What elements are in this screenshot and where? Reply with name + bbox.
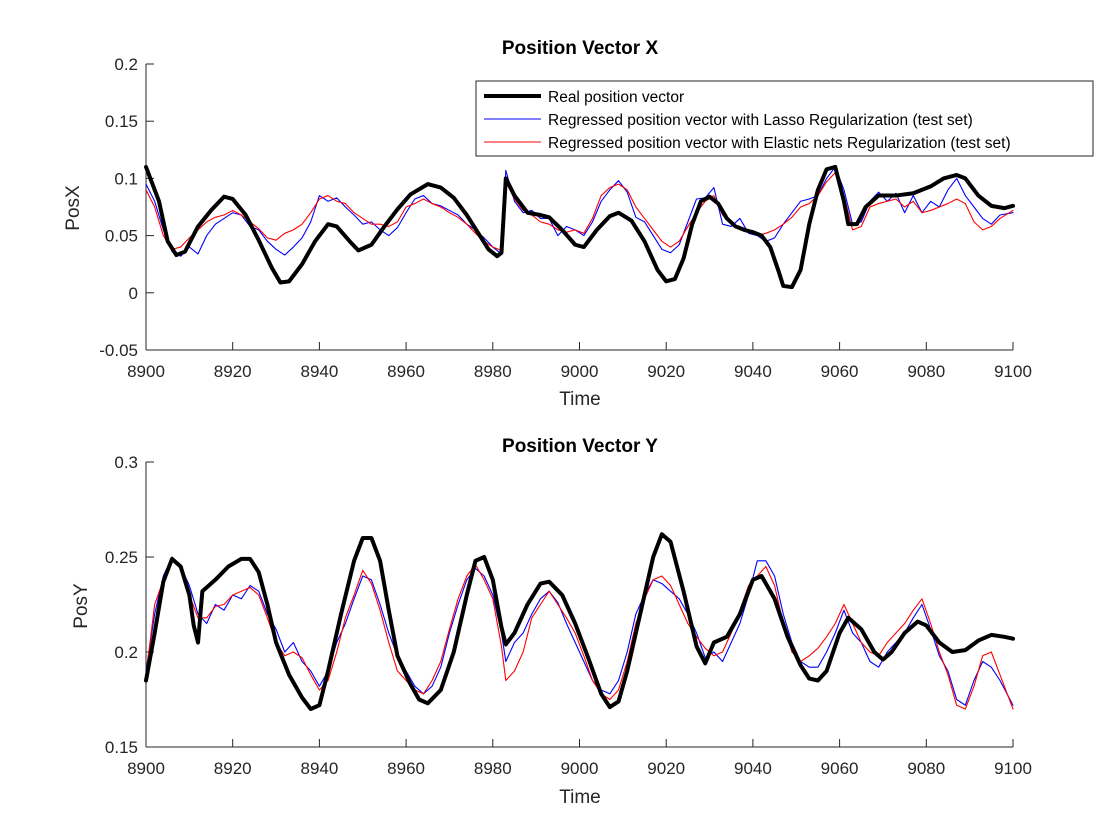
- x-tick-label: 8920: [214, 759, 252, 778]
- chart-title: Position Vector X: [502, 38, 659, 59]
- x-tick-label: 9100: [994, 759, 1032, 778]
- x-tick-label: 9000: [561, 362, 599, 381]
- x-axis-label: Time: [559, 787, 601, 808]
- x-tick-label: 8920: [214, 362, 252, 381]
- plot-area: [144, 164, 1015, 290]
- y-axis-label: PosY: [71, 583, 92, 629]
- legend-entry-elastic: Regressed position vector with Elastic n…: [548, 135, 1011, 152]
- plot-area: [144, 532, 1015, 711]
- axes: 8900 8920 8940 8960 8980 9000 9020 9040 9060 9080…: [99, 55, 1032, 381]
- y-tick-label: -0.05: [99, 341, 138, 360]
- y-tick-label: 0.25: [105, 548, 138, 567]
- x-tick-label: 8900: [127, 362, 165, 381]
- y-tick-label: 0: [129, 284, 138, 303]
- chart-position-y: Position Vector Y 8900 8920 8940 8960 8980 90…: [71, 436, 1032, 808]
- legend: Real position vector Regressed position …: [475, 80, 1094, 157]
- y-tick-label: 0.05: [105, 227, 138, 246]
- series-line-real: [144, 532, 1015, 711]
- x-tick-label: 9080: [907, 362, 945, 381]
- series-line-real: [144, 164, 1015, 290]
- x-tick-label: 8960: [387, 759, 425, 778]
- chart-position-x: Position Vector X 8900 8920 8940 8960 8980 90…: [63, 38, 1032, 410]
- x-tick-label: 9020: [647, 362, 685, 381]
- x-tick-label: 9040: [734, 362, 772, 381]
- x-tick-label: 9000: [561, 759, 599, 778]
- x-tick-label: 9080: [907, 759, 945, 778]
- y-axis-label: PosX: [63, 185, 84, 231]
- x-tick-label: 9060: [821, 759, 859, 778]
- x-tick-label: 8900: [127, 759, 165, 778]
- x-tick-label: 8980: [474, 362, 512, 381]
- series-line-elastic: [145, 172, 1014, 252]
- series-line-elastic: [145, 560, 1014, 710]
- x-tick-label: 8980: [474, 759, 512, 778]
- series-line-lasso: [145, 556, 1014, 706]
- y-tick-label: 0.1: [114, 169, 138, 188]
- y-tick-label: 0.2: [114, 55, 138, 74]
- x-tick-label: 8940: [300, 759, 338, 778]
- x-tick-label: 9060: [821, 362, 859, 381]
- x-tick-label: 8960: [387, 362, 425, 381]
- legend-entry-real: Real position vector: [548, 89, 684, 106]
- axes: 8900 8920 8940 8960 8980 9000 9020 9040 9060 9080…: [105, 453, 1032, 778]
- chart-title: Position Vector Y: [502, 436, 658, 457]
- legend-entry-lasso: Regressed position vector with Lasso Reg…: [548, 112, 973, 129]
- y-tick-label: 0.2: [114, 643, 138, 662]
- y-tick-label: 0.15: [105, 738, 138, 757]
- y-tick-label: 0.3: [114, 453, 138, 472]
- x-tick-label: 8940: [300, 362, 338, 381]
- x-tick-label: 9040: [734, 759, 772, 778]
- x-tick-label: 9020: [647, 759, 685, 778]
- x-tick-label: 9100: [994, 362, 1032, 381]
- x-axis-label: Time: [559, 389, 601, 410]
- y-tick-label: 0.15: [105, 112, 138, 131]
- legend-box: [475, 80, 1094, 157]
